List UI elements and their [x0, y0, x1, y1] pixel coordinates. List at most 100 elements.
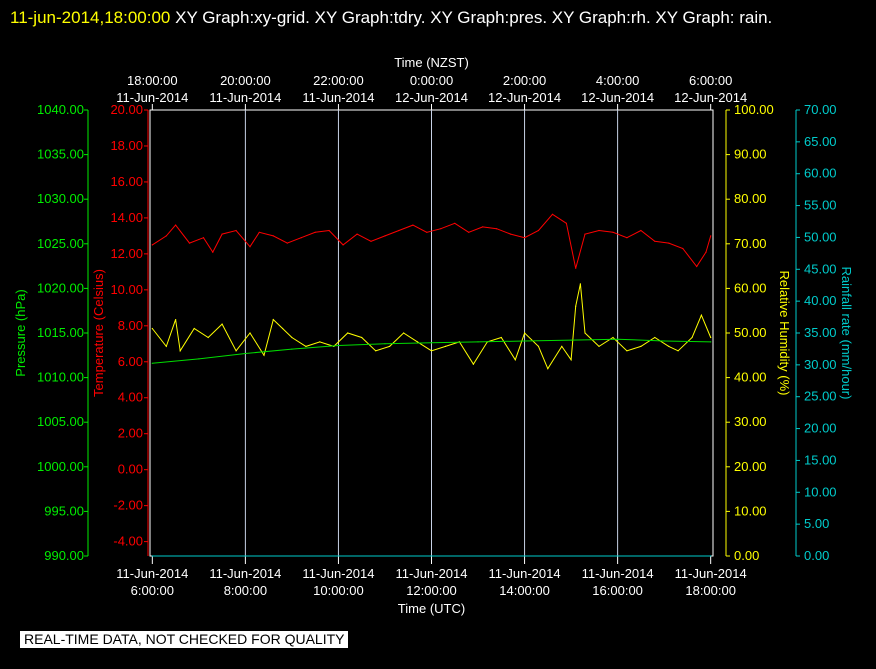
- rainfall-tick-label: 35.00: [804, 325, 837, 340]
- humidity-data-point: [403, 332, 405, 334]
- temperature-data-point: [221, 233, 223, 235]
- humidity-data-point: [691, 336, 693, 339]
- x-tick-utc-date: 11-Jun-2014: [209, 566, 281, 581]
- humidity-data-point: [416, 341, 419, 343]
- humidity-data-point: [640, 345, 642, 347]
- humidity-data-point: [524, 332, 526, 334]
- temperature-tick-label: 14.00: [110, 210, 143, 225]
- humidity-data-point: [710, 336, 712, 339]
- humidity-data-point: [361, 336, 363, 339]
- x-tick-nzst-time: 0:00:00: [410, 73, 453, 88]
- temperature-data-point: [426, 231, 428, 233]
- header-timestamp: 11-jun-2014,18:00:00: [10, 8, 171, 27]
- humidity-tick-label: 50.00: [734, 325, 767, 340]
- temperature-data-point: [454, 222, 456, 224]
- temperature-tick-label: 10.00: [110, 282, 143, 297]
- rainfall-tick-label: 50.00: [804, 229, 837, 244]
- pressure-data-point: [524, 340, 526, 342]
- humidity-data-point: [626, 350, 628, 352]
- x-tick-nzst-date: 11-Jun-2014: [209, 90, 281, 105]
- temperature-tick-label: 4.00: [118, 390, 143, 405]
- humidity-data-point: [537, 345, 540, 347]
- x-tick-nzst-date: 12-Jun-2014: [674, 90, 747, 105]
- x-tick-nzst-time: 6:00:00: [689, 73, 732, 88]
- chart-header: 11-jun-2014,18:00:00 XY Graph:xy-grid. X…: [10, 2, 870, 33]
- humidity-tick-label: 0.00: [734, 548, 759, 563]
- x-tick-utc-time: 8:00:00: [224, 583, 267, 598]
- x-tick-nzst-date: 12-Jun-2014: [395, 90, 468, 105]
- temperature-data-point: [398, 229, 400, 232]
- x-tick-nzst-date: 11-Jun-2014: [302, 90, 374, 105]
- temperature-data-point: [496, 228, 498, 230]
- humidity-tick-label: 90.00: [734, 147, 767, 162]
- temperature-data-point: [356, 233, 358, 235]
- x-tick-utc-time: 18:00:00: [685, 583, 736, 598]
- humidity-data-point: [272, 319, 274, 321]
- humidity-data-point: [547, 368, 549, 370]
- header-graph-list: XY Graph:xy-grid. XY Graph:tdry. XY Grap…: [175, 8, 773, 27]
- temperature-data-point: [705, 251, 707, 253]
- x-tick-nzst-date: 11-Jun-2014: [116, 90, 188, 105]
- humidity-data-point: [282, 327, 284, 330]
- temperature-data-point: [412, 224, 414, 226]
- temperature-data-point: [710, 235, 712, 237]
- humidity-tick-label: 80.00: [734, 191, 767, 206]
- temperature-data-point: [598, 229, 600, 232]
- humidity-data-point: [579, 283, 582, 285]
- pressure-data-point: [384, 343, 386, 345]
- pressure-tick-label: 1005.00: [37, 414, 84, 429]
- pressure-data-point: [244, 352, 246, 355]
- humidity-data-point: [584, 332, 586, 334]
- pressure-data-point: [337, 344, 339, 347]
- humidity-data-point: [207, 336, 209, 339]
- pressure-data-point: [710, 341, 712, 343]
- x-tick-utc-date: 11-Jun-2014: [302, 566, 374, 581]
- humidity-data-point: [444, 345, 447, 347]
- temperature-series-line: [152, 213, 712, 269]
- humidity-data-point: [612, 336, 614, 339]
- temperature-data-point: [328, 229, 330, 232]
- rainfall-tick-label: 5.00: [804, 516, 829, 531]
- temperature-data-point: [286, 242, 288, 244]
- humidity-tick-label: 40.00: [734, 370, 767, 385]
- quality-note: REAL-TIME DATA, NOT CHECKED FOR QUALITY: [20, 631, 349, 648]
- humidity-tick-label: 100.00: [734, 102, 774, 117]
- temperature-data-point: [612, 231, 614, 233]
- pressure-tick-label: 1040.00: [37, 102, 84, 117]
- x-tick-nzst-date: 12-Jun-2014: [488, 90, 561, 105]
- x-tick-utc-date: 11-Jun-2014: [582, 566, 654, 581]
- pressure-tick-label: 1035.00: [37, 147, 84, 162]
- temperature-data-point: [640, 229, 642, 232]
- pressure-axis-label: Pressure (hPa): [13, 289, 28, 376]
- humidity-data-point: [575, 305, 577, 307]
- temperature-data-point: [151, 244, 153, 246]
- temperature-tick-label: -4.00: [113, 534, 143, 549]
- rainfall-tick-label: 40.00: [804, 293, 837, 308]
- humidity-axis-label: Relative Humidity (%): [777, 271, 792, 396]
- temperature-data-point: [440, 228, 442, 230]
- temperature-data-point: [272, 235, 274, 237]
- temperature-tick-label: 20.00: [110, 102, 143, 117]
- rainfall-tick-label: 20.00: [804, 421, 837, 436]
- pressure-data-point: [151, 362, 153, 364]
- x-tick-utc-time: 16:00:00: [592, 583, 643, 598]
- temperature-data-point: [188, 242, 191, 244]
- rainfall-tick-label: 25.00: [804, 389, 837, 404]
- pressure-data-point: [291, 348, 293, 350]
- rainfall-tick-label: 10.00: [804, 484, 837, 499]
- pressure-tick-label: 1030.00: [37, 191, 84, 206]
- rainfall-tick-label: 15.00: [804, 452, 837, 467]
- pressure-data-point: [570, 339, 572, 341]
- humidity-data-point: [165, 345, 167, 347]
- rainfall-tick-label: 45.00: [804, 261, 837, 276]
- temperature-data-point: [342, 244, 344, 246]
- humidity-tick-label: 20.00: [734, 459, 767, 474]
- x-axis-label-top: Time (NZST): [394, 55, 469, 70]
- pressure-data-point: [477, 341, 479, 343]
- pressure-tick-label: 995.00: [44, 503, 84, 518]
- temperature-data-point: [584, 233, 586, 235]
- temperature-data-point: [482, 226, 484, 228]
- pressure-data-point: [430, 342, 433, 344]
- pressure-tick-label: 1020.00: [37, 280, 84, 295]
